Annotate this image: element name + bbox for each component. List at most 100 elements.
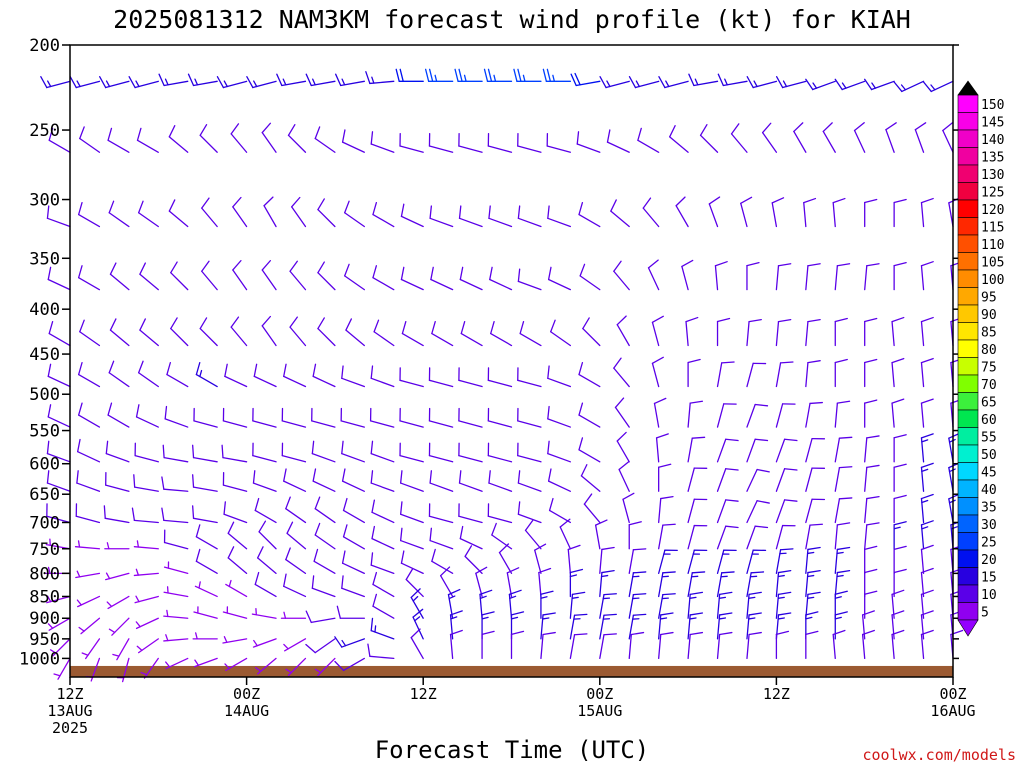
wind-barb-staff bbox=[47, 416, 71, 428]
wind-barb-feather bbox=[822, 122, 833, 133]
wind-barb bbox=[885, 122, 897, 153]
wind-barb bbox=[139, 318, 159, 347]
wind-barb bbox=[864, 317, 878, 347]
wind-barb-staff bbox=[428, 515, 454, 524]
wind-barb bbox=[716, 525, 739, 550]
wind-barb-feather bbox=[164, 405, 168, 420]
wind-barb bbox=[106, 595, 130, 610]
wind-barb bbox=[658, 549, 678, 575]
wind-barb bbox=[140, 657, 159, 679]
wind-barb-staff bbox=[576, 143, 601, 153]
wind-barb-feather bbox=[334, 660, 345, 672]
wind-barb-feather bbox=[893, 81, 903, 93]
wind-barb-feather bbox=[807, 569, 821, 574]
wind-barb-feather bbox=[775, 76, 784, 89]
wind-barb-feather bbox=[777, 591, 792, 595]
wind-barb-staff bbox=[775, 265, 780, 291]
wind-barb-staff bbox=[559, 526, 572, 550]
wind-barb-feather bbox=[287, 124, 296, 136]
credit-text: coolwx.com/models bbox=[862, 746, 1016, 764]
wind-barb bbox=[891, 610, 905, 640]
wind-barb-half-feather bbox=[921, 468, 929, 473]
wind-barb-staff bbox=[283, 585, 307, 598]
wind-barb bbox=[775, 361, 794, 388]
wind-barb-staff bbox=[283, 480, 307, 492]
wind-barb bbox=[920, 433, 934, 463]
wind-barb-feather bbox=[136, 127, 142, 141]
wind-barb-staff bbox=[399, 454, 424, 463]
wind-barb-staff bbox=[853, 129, 866, 153]
wind-barb bbox=[163, 561, 189, 575]
wind-barb-staff bbox=[548, 509, 572, 524]
wind-barb-feather bbox=[777, 569, 792, 574]
wind-barb bbox=[372, 201, 395, 228]
wind-barb bbox=[49, 638, 71, 657]
wind-barb-feather bbox=[312, 363, 317, 378]
wind-barb bbox=[524, 519, 542, 550]
wind-barb bbox=[305, 73, 336, 87]
wind-barb bbox=[487, 503, 513, 524]
wind-barb-staff bbox=[222, 456, 248, 463]
wind-barb bbox=[341, 440, 365, 463]
wind-barb-feather bbox=[748, 591, 762, 595]
wind-barb bbox=[651, 356, 664, 388]
wind-barb-half-feather bbox=[282, 78, 287, 86]
wind-barb-feather bbox=[746, 261, 760, 267]
wind-barb bbox=[805, 437, 826, 463]
wind-barb bbox=[578, 437, 601, 463]
wind-barb-staff bbox=[606, 141, 630, 153]
wind-barb-feather bbox=[412, 608, 424, 618]
wind-barb-feather bbox=[161, 476, 165, 490]
wind-barb-feather bbox=[261, 315, 272, 327]
wind-barb-staff bbox=[163, 456, 189, 463]
wind-barb-staff bbox=[79, 331, 101, 347]
wind-barb-feather bbox=[920, 544, 934, 551]
wind-barb bbox=[746, 261, 760, 291]
wind-barb bbox=[342, 497, 365, 524]
wind-barb-staff bbox=[582, 327, 601, 347]
y-tick-label: 250 bbox=[29, 121, 60, 141]
wind-barb bbox=[834, 522, 851, 550]
wind-barb bbox=[517, 367, 542, 388]
wind-barb bbox=[341, 365, 365, 388]
wind-barb-feather bbox=[46, 440, 50, 455]
wind-barb bbox=[716, 361, 735, 388]
wind-barb-feather bbox=[79, 319, 85, 333]
wind-barb bbox=[920, 197, 934, 228]
wind-barb bbox=[225, 579, 248, 598]
wind-barb bbox=[370, 131, 395, 153]
wind-barb-staff bbox=[534, 549, 542, 575]
wind-barb bbox=[201, 260, 218, 291]
wind-barb-feather bbox=[314, 522, 321, 536]
wind-barb-feather bbox=[341, 550, 346, 564]
wind-barb bbox=[311, 575, 336, 598]
wind-barb-feather bbox=[483, 68, 489, 82]
wind-barb-feather bbox=[699, 124, 708, 136]
wind-barb-feather bbox=[459, 525, 464, 540]
wind-barb bbox=[653, 397, 667, 428]
wind-barb bbox=[569, 633, 588, 660]
wind-barb bbox=[317, 198, 336, 228]
wind-barb-feather bbox=[864, 568, 878, 574]
wind-barb-feather bbox=[517, 68, 522, 82]
wind-barb-half-feather bbox=[194, 659, 200, 666]
wind-barb-feather bbox=[405, 568, 414, 581]
wind-barb bbox=[481, 630, 495, 660]
wind-barb bbox=[254, 571, 277, 598]
wind-barb-feather bbox=[632, 593, 647, 596]
wind-barb bbox=[166, 361, 189, 388]
wind-barb-staff bbox=[261, 131, 277, 153]
wind-barb-feather bbox=[616, 431, 627, 442]
wind-barb bbox=[227, 546, 248, 575]
wind-barb-staff bbox=[547, 217, 572, 228]
wind-barb-feather bbox=[538, 567, 552, 574]
wind-barb-feather bbox=[107, 127, 113, 141]
wind-barb-staff bbox=[864, 497, 868, 524]
wind-barb-half-feather bbox=[748, 617, 756, 620]
wind-barb bbox=[341, 550, 365, 575]
wind-barb-staff bbox=[805, 524, 811, 550]
y-tick-label: 800 bbox=[29, 564, 60, 584]
wind-barb bbox=[340, 407, 365, 428]
wind-barb-feather bbox=[582, 317, 590, 330]
wind-barb-staff bbox=[834, 466, 841, 492]
